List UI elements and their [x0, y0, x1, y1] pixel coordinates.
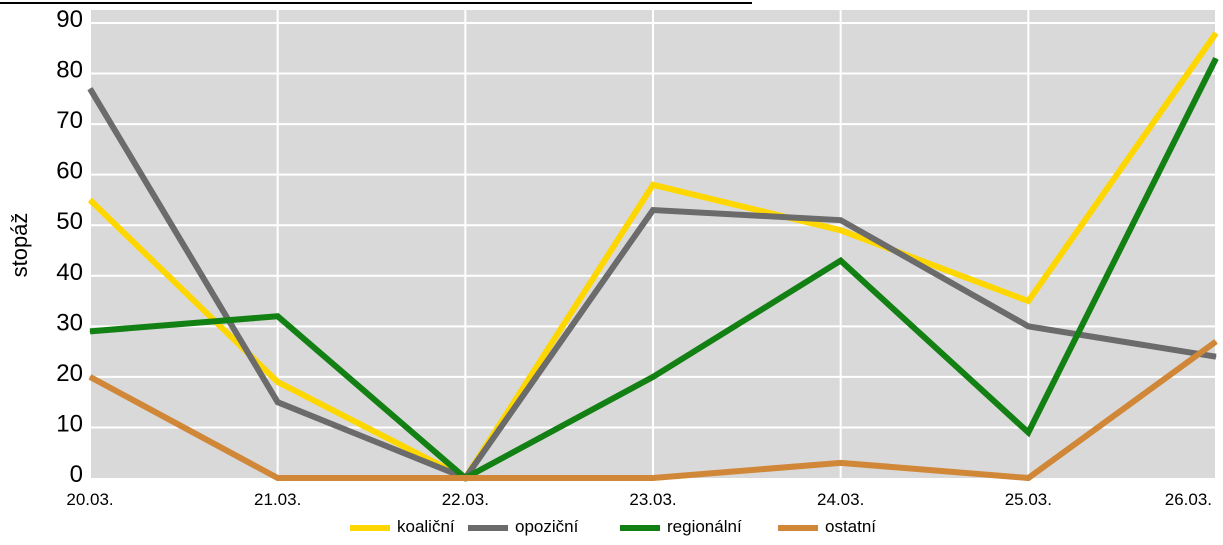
- data-point-1-1: [277, 401, 279, 403]
- x-tick-label-0: 20.03.: [66, 490, 113, 509]
- data-point-3-5: [1027, 477, 1029, 479]
- data-point-3-6: [1215, 341, 1217, 342]
- data-point-3-1: [277, 477, 279, 479]
- data-point-2-5: [1027, 432, 1029, 433]
- legend-label-0: koaliční: [397, 517, 455, 536]
- data-point-0-4: [840, 229, 842, 231]
- x-tick-label-5: 25.03.: [1005, 490, 1052, 509]
- data-point-0-6: [1215, 32, 1217, 34]
- x-tick-label-3: 23.03.: [629, 490, 676, 509]
- legend-label-1: opoziční: [515, 517, 579, 536]
- y-tick-label-8: 80: [56, 57, 83, 84]
- y-tick-label-6: 60: [56, 158, 83, 185]
- data-point-1-5: [1027, 325, 1029, 327]
- data-point-1-3: [652, 209, 654, 211]
- data-point-2-0: [89, 330, 91, 332]
- x-tick-label-2: 22.03.: [442, 490, 489, 509]
- data-point-3-2: [464, 477, 466, 479]
- legend-swatch-3: [778, 525, 818, 531]
- y-tick-label-7: 70: [56, 107, 83, 134]
- data-point-0-5: [1027, 300, 1029, 302]
- data-point-3-4: [840, 462, 842, 464]
- data-point-3-0: [89, 376, 91, 378]
- data-point-2-6: [1215, 57, 1217, 59]
- data-point-3-3: [652, 477, 654, 479]
- data-point-2-3: [652, 376, 654, 378]
- legend-label-3: ostatní: [825, 517, 876, 536]
- series-lines: [87, 31, 1219, 482]
- x-tick-label-4: 24.03.: [817, 490, 864, 509]
- x-axis-ticks: 20.03. 21.03. 22.03. 23.03. 24.03. 25.03. 26.0…: [66, 490, 1212, 509]
- y-tick-label-3: 30: [56, 309, 83, 336]
- y-axis-label: stopáž: [7, 213, 32, 278]
- legend: koaliční opoziční regionální ostatní: [350, 517, 876, 536]
- data-point-0-0: [89, 199, 91, 201]
- data-point-2-4: [840, 260, 842, 262]
- legend-swatch-0: [350, 525, 390, 531]
- y-tick-label-2: 20: [56, 360, 83, 387]
- y-axis-ticks: 0 10 20 30 40 50 60 70 80 90: [56, 6, 83, 488]
- y-tick-label-0: 0: [70, 461, 83, 488]
- data-point-0-3: [652, 184, 654, 186]
- data-point-0-1: [277, 381, 279, 383]
- legend-swatch-2: [620, 525, 660, 531]
- x-tick-label-6: 26.03.: [1165, 490, 1212, 509]
- y-tick-label-5: 50: [56, 208, 83, 235]
- y-tick-label-9: 90: [56, 6, 83, 33]
- x-tick-label-1: 21.03.: [254, 490, 301, 509]
- y-tick-label-1: 10: [56, 410, 83, 437]
- data-point-1-0: [89, 88, 91, 90]
- data-point-1-4: [840, 219, 842, 221]
- y-tick-label-4: 40: [56, 259, 83, 286]
- data-point-1-6: [1215, 356, 1217, 358]
- legend-swatch-1: [468, 525, 508, 531]
- legend-label-2: regionální: [667, 517, 742, 536]
- data-point-2-1: [277, 315, 279, 317]
